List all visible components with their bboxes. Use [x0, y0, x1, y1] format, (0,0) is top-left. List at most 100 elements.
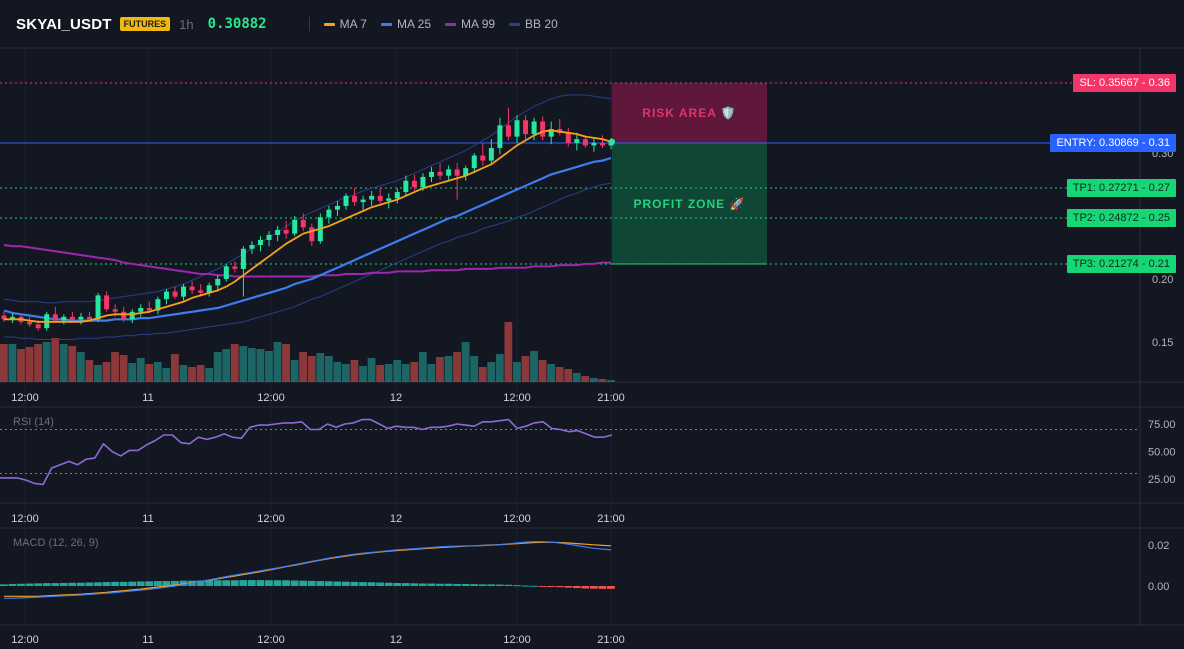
macd-histogram-bar: [85, 582, 94, 586]
candle-body: [112, 309, 118, 312]
macd-histogram-bar: [410, 583, 419, 586]
candle-body: [258, 239, 263, 245]
tp2-tag-label: TP2: 0.24872: [1072, 212, 1139, 224]
macd-histogram-bar: [324, 581, 333, 586]
volume-bar: [547, 364, 555, 382]
legend-ma99[interactable]: MA 99: [445, 17, 495, 31]
candle-body: [240, 248, 246, 269]
volume-bar: [196, 365, 205, 382]
candle-body: [326, 209, 332, 218]
volume-bar: [136, 358, 145, 382]
candle-body: [10, 316, 16, 320]
macd-histogram-bar: [581, 586, 590, 589]
volume-bar: [470, 356, 479, 382]
volume-bar: [581, 376, 590, 382]
profit-zone: [612, 143, 767, 264]
volume-bar: [265, 351, 273, 382]
x-axis-label: 12: [390, 513, 402, 525]
volume-bar: [564, 369, 573, 382]
volume-bar: [453, 352, 461, 382]
header-separator: [308, 17, 310, 31]
bb-lower-line: [4, 182, 612, 340]
last-price-dot: [609, 138, 616, 145]
volume-bar: [8, 344, 17, 382]
volume-bar: [393, 360, 402, 382]
volume-bar: [299, 352, 308, 382]
candle-body: [163, 291, 169, 300]
macd-histogram-bar: [290, 580, 299, 586]
futures-badge: FUTURES: [119, 17, 171, 31]
macd-histogram-bar: [495, 584, 504, 586]
candle-body: [215, 279, 221, 286]
candle-body: [463, 168, 469, 176]
candle-body: [104, 295, 110, 310]
macd-histogram-bar: [51, 583, 60, 586]
interval-label[interactable]: 1h: [179, 16, 194, 32]
candle-body: [600, 142, 605, 146]
macd-histogram-bar: [213, 580, 222, 586]
volume-bar: [59, 344, 68, 382]
candle-body: [394, 192, 400, 199]
macd-histogram-bar: [42, 583, 51, 586]
candle-body: [480, 155, 486, 161]
legend-ma25[interactable]: MA 25: [380, 17, 431, 31]
macd-histogram-bar: [470, 584, 479, 586]
macd-tick-0: 0.02: [1148, 540, 1169, 552]
candle-body: [35, 324, 41, 329]
tp3-price-tag: TP3: 0.21274 - 0.21: [1066, 255, 1176, 273]
rsi-tick-75: 75.00: [1148, 419, 1176, 431]
macd-histogram-bar: [273, 580, 282, 586]
candle-body: [360, 199, 366, 203]
candle-body: [523, 120, 529, 135]
x-axis-label: 12: [390, 634, 402, 646]
volume-bar: [273, 342, 282, 382]
x-axis-label: 12: [390, 392, 402, 404]
volume-bar: [410, 362, 419, 382]
candle-body: [146, 307, 152, 311]
ma7-line: [4, 129, 612, 323]
candle-body: [95, 295, 101, 320]
volume-bar: [418, 352, 427, 382]
volume-bar: [504, 322, 513, 382]
candle-body: [69, 316, 75, 320]
macd-histogram-bar: [393, 582, 402, 586]
volume-bar: [384, 364, 393, 382]
legend-ma7[interactable]: MA 7: [323, 17, 367, 31]
macd-histogram-bar: [179, 580, 188, 586]
volume-bar: [0, 344, 8, 382]
macd-histogram-bar: [598, 586, 607, 589]
candle-body: [266, 234, 272, 240]
last-price: 0.30882: [207, 16, 267, 32]
volume-bar: [128, 363, 137, 382]
candle-body: [454, 169, 460, 176]
macd-histogram-bar: [367, 582, 376, 586]
volume-bar: [76, 352, 85, 382]
macd-pane-label: MACD (12, 26, 9): [13, 537, 99, 549]
volume-bar: [205, 368, 213, 382]
candle-body: [411, 180, 417, 188]
candle-body: [505, 125, 511, 137]
volume-bar: [487, 362, 496, 382]
candle-body: [386, 198, 392, 201]
x-axis-label: 21:00: [597, 513, 625, 525]
macd-histogram-bar: [119, 581, 128, 586]
x-axis-label: 12:00: [503, 513, 531, 525]
ma99-line: [3, 244, 612, 278]
candle-body: [138, 307, 144, 312]
legend-bb20-swatch: [509, 22, 521, 26]
candle-body: [1, 315, 7, 320]
legend-bb20[interactable]: BB 20: [509, 17, 558, 31]
macd-histogram-bar: [111, 581, 119, 586]
volume-bar: [111, 352, 119, 382]
macd-histogram-bar: [153, 581, 162, 586]
macd-histogram-bar: [265, 580, 273, 586]
entry-tag-label: ENTRY: 0.30869: [1056, 137, 1139, 149]
macd-histogram-bar: [222, 580, 231, 586]
symbol-name[interactable]: SKYAI_USDT: [16, 15, 112, 33]
macd-histogram-bar: [530, 585, 538, 587]
x-axis-label: 12:00: [11, 634, 39, 646]
candle-body: [574, 139, 580, 143]
macd-histogram-bar: [94, 582, 102, 586]
entry-tag-short: 0.31: [1148, 137, 1170, 149]
